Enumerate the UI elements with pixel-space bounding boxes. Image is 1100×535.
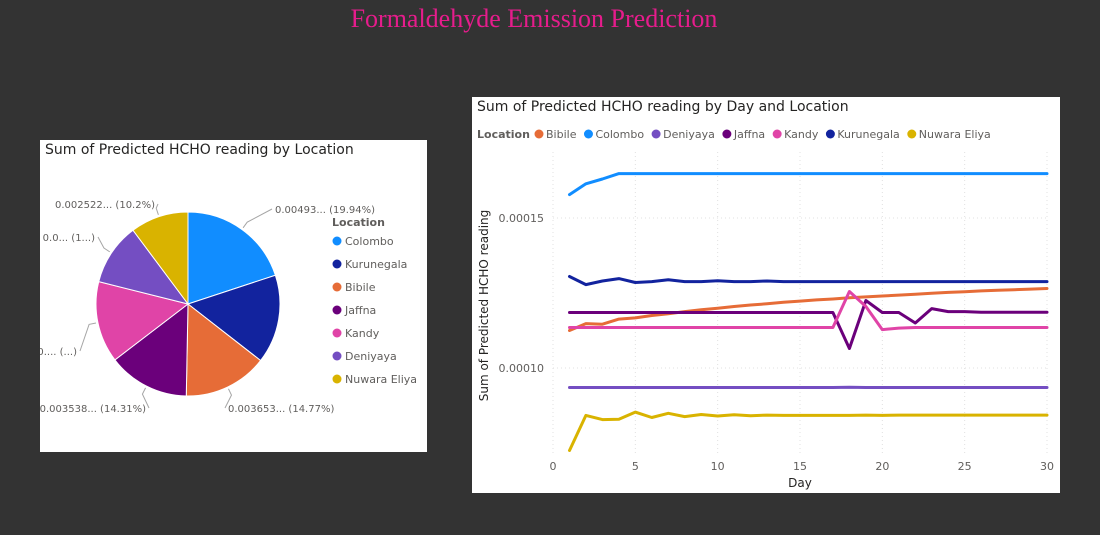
pie-leader-line (155, 203, 159, 215)
pie-slice-kandy[interactable] (95, 281, 190, 361)
line-legend-item-bibile[interactable]: Bibile (546, 128, 577, 141)
line-chart-card[interactable]: Sum of Predicted HCHO reading by Day and… (472, 97, 1060, 493)
pie-legend-title: Location (332, 216, 385, 229)
pie-slice-colombo[interactable] (187, 211, 277, 305)
line-legend-item-deniyaya[interactable]: Deniyaya (663, 128, 715, 141)
line-legend-item-kurunegala[interactable]: Kurunegala (837, 128, 899, 141)
y-tick-label: 0.00015 (499, 212, 545, 225)
pie-legend-item-bibile[interactable]: Bibile (345, 281, 376, 294)
series-line-nuwara-eliya[interactable] (568, 410, 1049, 452)
pie-slice-jaffna[interactable] (114, 302, 189, 397)
x-tick-label: 0 (550, 460, 557, 473)
series-line-jaffna[interactable] (568, 299, 1049, 350)
x-tick-label: 15 (793, 460, 807, 473)
pie-data-label: 0.003653... (14.77%) (228, 404, 334, 415)
pie-data-label: 0.... (...) (40, 347, 77, 358)
series-line-bibile[interactable] (568, 287, 1049, 332)
line-legend-marker (772, 129, 782, 139)
pie-chart-card[interactable]: Sum of Predicted HCHO reading by Locatio… (40, 140, 427, 452)
pie-slice-nuwara-eliya[interactable] (132, 211, 189, 306)
x-axis-title: Day (788, 476, 812, 490)
line-legend-marker (583, 129, 593, 139)
line-legend-item-colombo[interactable]: Colombo (595, 128, 644, 141)
pie-legend-marker (332, 305, 342, 315)
line-legend-marker (651, 129, 661, 139)
pie-legend-marker (332, 374, 342, 384)
pie-leader-line (242, 208, 273, 229)
pie-data-label: 0.003538... (14.31%) (40, 404, 146, 415)
pie-legend-item-kandy[interactable]: Kandy (345, 327, 380, 340)
pie-legend-marker (332, 282, 342, 292)
line-legend-title: Location (477, 128, 530, 141)
pie-leader-line (141, 387, 150, 409)
x-tick-label: 5 (632, 460, 639, 473)
pie-legend-marker (332, 259, 342, 269)
x-tick-label: 25 (958, 460, 972, 473)
pie-legend-marker (332, 351, 342, 361)
line-chart-title: Sum of Predicted HCHO reading by Day and… (477, 99, 849, 115)
y-axis-title: Sum of Predicted HCHO reading (477, 210, 491, 402)
y-tick-label: 0.00010 (499, 362, 545, 375)
pie-data-label: 0.0... (1...) (43, 233, 95, 244)
pie-legend-item-jaffna[interactable]: Jaffna (344, 304, 376, 317)
line-legend-marker (907, 129, 917, 139)
series-line-kandy[interactable] (568, 290, 1049, 332)
pie-legend-marker (332, 328, 342, 338)
pie-slice-kurunegala[interactable] (186, 274, 281, 362)
line-legend-item-jaffna[interactable]: Jaffna (733, 128, 765, 141)
line-legend-marker (534, 129, 544, 139)
line-legend-marker (825, 129, 835, 139)
x-tick-label: 10 (711, 460, 725, 473)
pie-legend-marker (332, 236, 342, 246)
x-tick-label: 30 (1040, 460, 1054, 473)
pie-legend-item-deniyaya[interactable]: Deniyaya (345, 350, 397, 363)
pie-legend-item-nuwara-eliya[interactable]: Nuwara Eliya (345, 373, 417, 386)
line-legend-item-nuwara-eliya[interactable]: Nuwara Eliya (919, 128, 991, 141)
pie-leader-line (97, 236, 111, 253)
series-line-kurunegala[interactable] (568, 275, 1049, 287)
pie-chart: 0.00493... (19.94%) 0.003653... (14.77%) 0… (40, 200, 417, 415)
pie-legend-item-colombo[interactable]: Colombo (345, 235, 394, 248)
line-legend-marker (722, 129, 732, 139)
pie-chart-title: Sum of Predicted HCHO reading by Locatio… (45, 142, 354, 158)
series-line-colombo[interactable] (568, 172, 1049, 197)
page-title: Formaldehyde Emission Prediction (350, 4, 718, 33)
pie-leader-line (224, 388, 233, 409)
line-chart: Location Bibile Colombo Deniyaya Jaffna Kandy… (477, 128, 1054, 490)
pie-data-label: 0.002522... (10.2%) (55, 200, 155, 211)
pie-legend-item-kurunegala[interactable]: Kurunegala (345, 258, 407, 271)
pie-data-label: 0.00493... (19.94%) (275, 205, 375, 216)
pie-leader-line (79, 322, 97, 352)
pie-slice-bibile[interactable] (185, 302, 262, 397)
x-tick-label: 20 (875, 460, 889, 473)
line-legend-item-kandy[interactable]: Kandy (784, 128, 819, 141)
